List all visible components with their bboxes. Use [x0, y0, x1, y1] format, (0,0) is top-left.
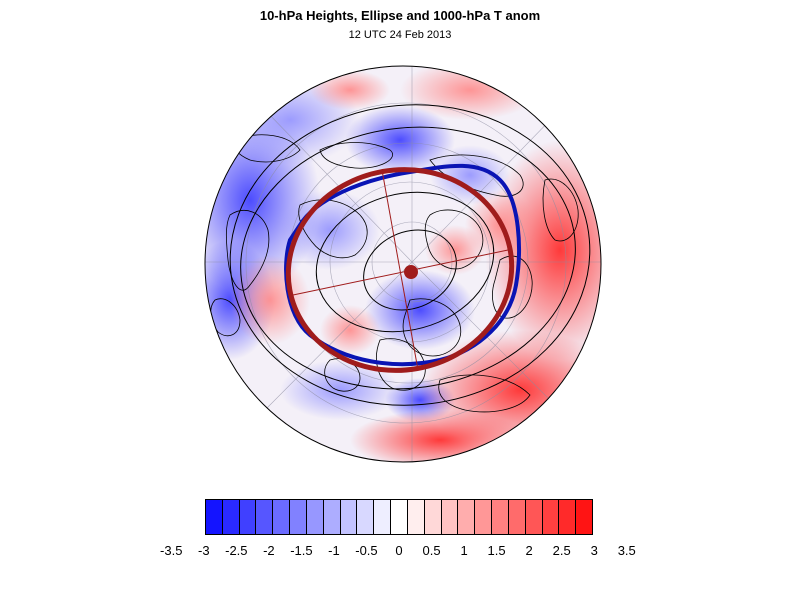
chart-title: 10-hPa Heights, Ellipse and 1000-hPa T a…: [259, 8, 541, 23]
colorbar-tick-label: 1.5: [487, 543, 506, 558]
colorbar-tick-label: 1: [460, 543, 468, 558]
colorbar-tick-label: -3.5: [160, 543, 183, 558]
colorbar-cell: [441, 500, 459, 534]
colorbar-cell: [424, 500, 442, 534]
colorbar-cell: [508, 500, 526, 534]
colorbar-tick-label: -1: [328, 543, 340, 558]
height-contours: [229, 104, 591, 406]
colorbar-cell: [407, 500, 425, 534]
colorbar-cell: [206, 500, 223, 534]
colorbar-cell: [323, 500, 341, 534]
colorbar-tick-label: 0.5: [422, 543, 441, 558]
colorbar-tick-label: 2.5: [552, 543, 571, 558]
colorbar-cell: [475, 500, 493, 534]
colorbar-tick-label: -0.5: [355, 543, 378, 558]
colorbar-cell: [391, 500, 408, 534]
colorbar-tick-label: 3: [590, 543, 598, 558]
colorbar-cell: [357, 500, 375, 534]
colorbar-tick-label: -3: [198, 543, 210, 558]
colorbar-cell: [256, 500, 274, 534]
colorbar-cell: [273, 500, 291, 534]
colorbar-cell: [458, 500, 476, 534]
colorbar-tick-label: -2: [263, 543, 275, 558]
colorbar-cell: [576, 500, 593, 534]
colorbar: [205, 499, 593, 535]
colorbar-tick-label: 2: [525, 543, 533, 558]
colorbar-tick-label: 0: [395, 543, 403, 558]
colorbar-cell: [492, 500, 509, 534]
colorbar-cell: [542, 500, 560, 534]
colorbar-cell: [290, 500, 307, 534]
colorbar-tick-labels: -3.5 -3 -2.5 -2 -1.5 -1 -0.5 0 0.5 1 1.5 2 2.5 3 3.5: [0, 543, 800, 563]
colorbar-tick-label: -2.5: [225, 543, 248, 558]
colorbar-cell: [559, 500, 577, 534]
globe-outline: [204, 65, 602, 463]
colorbar-cell: [222, 500, 240, 534]
fitted-ellipse: [285, 167, 515, 373]
temperature-anomaly-field: [205, 66, 601, 462]
colorbar-cell: [239, 500, 257, 534]
colorbar-tick-label: -1.5: [290, 543, 313, 558]
colorbar-cell: [374, 500, 392, 534]
colorbar-cell: [306, 500, 324, 534]
colorbar-cell: [340, 500, 358, 534]
colorbar-cell: [525, 500, 543, 534]
colorbar-tick-label: 3.5: [617, 543, 636, 558]
chart-subtitle: 12 UTC 24 Feb 2013: [348, 29, 452, 41]
